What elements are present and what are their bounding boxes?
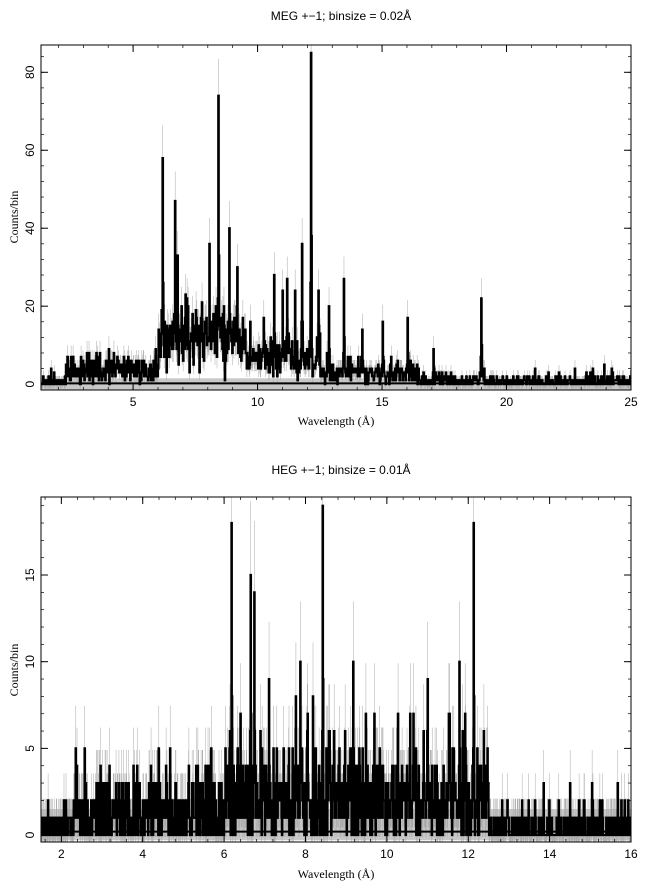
heg-marks (41, 497, 631, 842)
meg-x-ticks: 5 10 15 20 25 (58, 45, 638, 409)
meg-x-tick-label: 20 (500, 395, 514, 409)
meg-error-bars (41, 45, 631, 389)
heg-x-tick-label: 8 (302, 847, 309, 861)
meg-x-tick-label: 10 (251, 395, 265, 409)
meg-x-tick-label: 25 (624, 395, 638, 409)
heg-x-tick-label: 6 (221, 847, 228, 861)
heg-title: HEG +−1; binsize = 0.01Å (271, 462, 410, 477)
heg-x-tick-label: 14 (543, 847, 557, 861)
meg-panel: MEG +−1; binsize = 0.02Å 5 10 15 20 25 0 20 40… (7, 8, 638, 428)
meg-plot-frame (40, 44, 632, 391)
meg-y-tick-label: 80 (23, 65, 37, 79)
heg-x-tick-label: 4 (139, 847, 146, 861)
meg-y-axis-label: Counts/bin (7, 191, 21, 244)
heg-y-tick-label: 10 (23, 655, 37, 669)
heg-x-tick-label: 2 (58, 847, 65, 861)
heg-x-axis-label: Wavelength (Å) (298, 867, 375, 881)
meg-y-tick-label: 40 (23, 221, 37, 235)
heg-x-ticks: 2 4 6 8 10 12 14 16 (44, 497, 638, 861)
heg-plot-frame (40, 496, 632, 843)
heg-spectrum-series (41, 504, 631, 837)
meg-y-tick-label: 0 (23, 380, 37, 387)
heg-y-tick-label: 5 (23, 745, 37, 752)
heg-x-tick-label: 10 (380, 847, 394, 861)
meg-spectrum-series (41, 51, 631, 386)
meg-x-tick-label: 15 (375, 395, 389, 409)
meg-x-axis-label: Wavelength (Å) (298, 414, 375, 428)
heg-x-tick-label: 16 (624, 847, 638, 861)
heg-y-tick-label: 0 (23, 831, 37, 838)
heg-panel: HEG +−1; binsize = 0.01Å 2 4 6 8 10 12 14 16 0 5… (7, 462, 638, 881)
meg-y-tick-label: 20 (23, 299, 37, 313)
meg-x-tick-label: 5 (130, 395, 137, 409)
heg-y-axis-label: Counts/bin (7, 644, 21, 697)
meg-y-ticks: 0 20 40 60 80 (23, 56, 631, 387)
heg-y-ticks: 0 5 10 15 (23, 505, 631, 838)
meg-marks (41, 45, 631, 390)
meg-title: MEG +−1; binsize = 0.02Å (271, 8, 411, 23)
heg-x-tick-label: 12 (462, 847, 476, 861)
meg-y-tick-label: 60 (23, 143, 37, 157)
heg-y-tick-label: 15 (23, 568, 37, 582)
